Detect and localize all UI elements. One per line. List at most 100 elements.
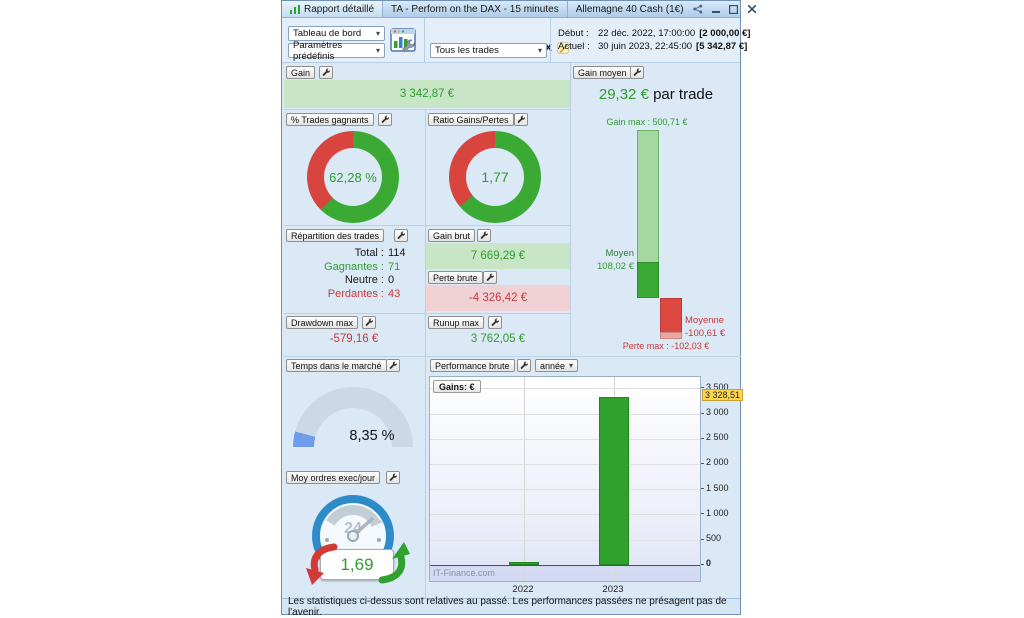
status-bar-text: Les statistiques ci-dessus sont relative… [288,595,727,618]
ratio-settings-button[interactable] [514,113,528,126]
winrate-donut-chart: 62,28 % [307,131,399,223]
row-divider [284,225,570,226]
performance-panel-label: Performance brute [430,359,515,372]
wrench-icon [486,273,494,281]
column-divider [570,63,571,356]
loss-max-label: Perte max : -102,03 € [622,341,710,351]
period-select[interactable]: année ▾ [535,359,579,372]
current-date-row: Actuel : 30 juin 2023, 22:45:00 [5 342,8… [558,41,747,52]
avg-gain-bar-chart [571,63,742,356]
avg-gain-settings-button[interactable] [630,66,644,79]
gross-gain-panel-label: Gain brut [428,229,476,242]
gross-loss-value: -4 326,42 € [468,292,528,304]
chevron-down-icon: ▾ [569,361,574,370]
runup-value: 3 762,05 € [470,333,526,345]
maximize-button[interactable] [728,4,740,15]
repartition-row: Gagnantes :71 [324,260,401,273]
chevron-down-icon: ▾ [375,46,380,55]
toolbar-divider [424,18,425,63]
wrench-icon [520,361,528,369]
gross-loss-panel-label: Perte brute [428,271,483,284]
bar-2023 [599,396,629,565]
report-bars-icon [290,4,300,14]
performance-settings-button[interactable] [517,359,531,372]
tab-label: Rapport détaillé [304,3,375,15]
current-value-highlight: 3 328,51 [702,389,744,402]
drawdown-panel-label: Drawdown max [286,316,359,329]
chart-x-label-2022: 2022 [512,584,534,595]
bar-2022 [509,562,539,565]
gross-gain-settings-button[interactable] [477,229,491,242]
avg-gain-headline-value: 29,32 € [598,86,649,103]
ratio-panel-label: Ratio Gains/Pertes [428,113,514,126]
share-icon[interactable] [692,4,704,15]
repartition-settings-button[interactable] [394,229,408,242]
presets-select[interactable]: Paramètres prédéfinis ▾ [288,40,385,62]
wrench-icon [633,68,641,76]
gain-settings-button[interactable] [319,66,333,79]
orders-per-day-settings-button[interactable] [386,471,400,484]
time-in-market-settings-button[interactable] [386,359,400,372]
column-divider [425,109,426,598]
winrate-settings-button[interactable] [378,113,392,126]
avg-gain-panel-label: Gain moyen [573,66,632,79]
ratio-donut-chart: 1,77 [449,131,541,223]
drawdown-settings-button[interactable] [362,316,376,329]
window-controls [692,1,764,17]
wrench-icon [491,318,499,326]
chart-settings-icon[interactable] [390,27,417,54]
row-divider [284,109,570,110]
wrench-icon [322,68,330,76]
gain-value: 3 342,87 € [399,88,455,100]
gain-value-band: 3 342,87 € [284,80,570,108]
trades-select[interactable]: Tous les trades ▾ [430,43,547,58]
wrench-icon [480,231,488,239]
current-datetime: 30 juin 2023, 22:45:00 [598,41,693,52]
red-down-arrow-icon [304,542,338,586]
avg-gain-headline-suffix: par trade [648,86,714,103]
runup-settings-button[interactable] [488,316,502,329]
gross-loss-settings-button[interactable] [483,271,497,284]
chart-x-label-2023: 2023 [602,584,624,595]
gain-panel-label: Gain [286,66,316,79]
view-select-value: Tableau de bord [293,28,362,39]
start-label: Début : [558,28,589,39]
start-equity: [2 000,00 €] [699,28,751,39]
tab-instrument[interactable]: Allemagne 40 Cash (1€) [568,1,692,17]
wrench-icon [517,115,525,123]
ratio-value: 1,77 [481,169,509,185]
gross-gain-band: 7 669,29 € [426,243,570,269]
green-up-arrow-icon [378,539,412,585]
time-in-market-panel-label: Temps dans le marché [286,359,387,372]
runup-panel-label: Runup max [428,316,485,329]
avg-win-label: Moyen [605,248,634,259]
avg-loss-label: Moyenne [685,315,725,326]
toolbar: Tableau de bord ▾ Paramètres prédéfinis … [282,18,750,63]
wrench-icon [397,231,405,239]
time-in-market-value: 8,35 % [349,428,395,444]
wrench-icon [381,115,389,123]
row-divider [284,356,741,357]
time-in-market-gauge [293,387,413,447]
report-window: Rapport détaillé TA - Perform on the DAX… [281,0,756,618]
period-select-value: année [540,360,566,371]
minimize-button[interactable] [710,4,722,15]
close-button[interactable] [746,4,758,15]
gain-max-label: Gain max : 500,71 € [606,117,688,127]
wrench-icon [389,473,397,481]
current-label: Actuel : [558,41,590,52]
tab-label: TA - Perform on the DAX - 15 minutes [391,3,559,15]
performance-bar-chart: Gains: € [429,376,701,582]
repartition-panel-label: Répartition des trades [286,229,385,242]
trades-select-value: Tous les trades [435,45,499,56]
chevron-down-icon: ▾ [375,29,380,38]
view-select[interactable]: Tableau de bord ▾ [288,26,385,41]
start-datetime: 22 déc. 2022, 17:00:00 [598,28,696,39]
tab-system-name[interactable]: TA - Perform on the DAX - 15 minutes [383,1,568,17]
repartition-row: Total :114 [354,247,406,259]
repartition-rows: Total :114 Gagnantes :71 Neutre :0 Perdante… [288,247,420,301]
chart-y-axis: 0 500 1 000 1 500 2 000 2 500 3 000 3 500 3 328,… [701,376,744,582]
presets-select-value: Paramètres prédéfinis [293,39,343,62]
edit-pencil-icon[interactable] [557,42,569,54]
tab-rapport-detaille[interactable]: Rapport détaillé [282,1,384,17]
